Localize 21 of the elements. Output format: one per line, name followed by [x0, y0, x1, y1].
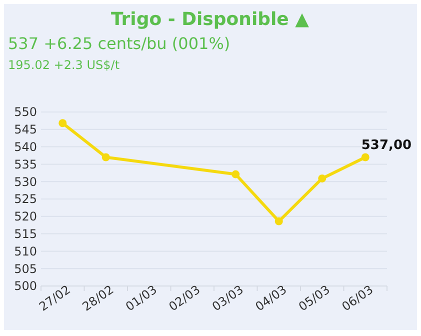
point — [361, 153, 370, 162]
point — [102, 153, 110, 162]
y-tick-label: 545 — [14, 122, 37, 137]
chart-title: Trigo - Disponible ▲ — [110, 9, 310, 30]
y-tick-label: 530 — [14, 174, 37, 189]
chart-subtitle: 537 +6.25 cents/bu (001%) — [8, 34, 230, 53]
y-tick-label: 535 — [14, 157, 37, 172]
y-tick-label: 520 — [14, 210, 37, 224]
text: 195.02 +2.3 US$/t — [8, 58, 120, 72]
point — [274, 217, 283, 226]
y-tick-label: 540 — [14, 140, 37, 154]
y-tick-label: 515 — [14, 227, 37, 241]
data-label: 537,00 — [361, 138, 412, 154]
point — [318, 174, 326, 182]
y-tick-label: 505 — [14, 262, 37, 276]
y-tick-label: 510 — [14, 244, 37, 258]
y-tick-label: 525 — [14, 192, 37, 206]
point — [232, 170, 240, 178]
y-tick-label: 550 — [14, 105, 37, 120]
point — [58, 119, 67, 128]
y-tick-label: 500 — [14, 279, 37, 294]
